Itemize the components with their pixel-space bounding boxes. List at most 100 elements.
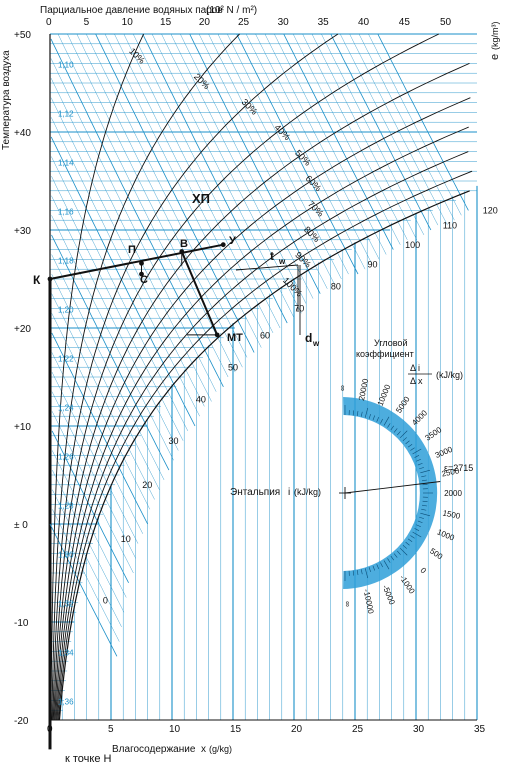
y-tick-label: +50: [14, 30, 31, 41]
top-tick-label: 50: [440, 17, 452, 28]
enthalpy-line: [123, 33, 274, 333]
scale-tick: [380, 562, 383, 568]
epsilon-pointer: [344, 481, 441, 494]
scale-tick: [421, 508, 427, 511]
enthalpy-tick-label: 0: [103, 595, 108, 605]
scale-tick: [421, 479, 428, 482]
scale-tick: [420, 512, 431, 517]
rh-curve-60: [55, 97, 471, 721]
enthalpy-line: [51, 156, 188, 431]
enthalpy-line: [51, 195, 179, 451]
scale-tick: [416, 458, 421, 462]
enthalpy-line: [293, 33, 401, 245]
top-axis-title: Парциальное давление водяных паров: [40, 5, 223, 16]
point-v-label: В: [180, 238, 188, 250]
scale-tick: [412, 531, 422, 538]
enthalpy-tick-label: 110: [443, 220, 457, 230]
enthalpy-line: [51, 215, 174, 461]
point-p-label: П: [128, 244, 136, 256]
density-tick-label: 1,18: [58, 256, 74, 265]
scale-tick: [360, 569, 363, 575]
enthalpy-line: [52, 450, 127, 598]
scale-tick: [421, 504, 428, 507]
scale-label: -5000: [381, 584, 397, 607]
scale-tick: [414, 528, 420, 531]
rh-curve-90: [58, 170, 473, 721]
scale-label: 1500: [442, 508, 462, 520]
angular-formula-numerator: Δ i: [410, 363, 420, 373]
relative-humidity-curves: 10%20%30%40%50%60%70%80%90%100%: [50, 33, 473, 721]
epsilon-label: ε=2715: [444, 463, 473, 473]
enthalpy-line: [50, 78, 212, 402]
enthalpy-line: [170, 33, 307, 304]
scale-label: 500: [428, 546, 445, 561]
scale-label: ∞: [343, 601, 352, 607]
scale-tick: [360, 411, 363, 417]
point-marker: [47, 276, 53, 282]
enthalpy-line: [264, 33, 380, 260]
rh-label: 50%: [293, 148, 313, 168]
rh-label: 20%: [192, 71, 212, 91]
scale-tick: [402, 437, 407, 442]
angular-formula-denominator: Δ x: [410, 376, 423, 386]
angular-coef-line2: коэффициент: [356, 349, 414, 359]
enthalpy-line: [180, 33, 314, 299]
scale-tick: [396, 550, 401, 555]
scale-label: 10000: [376, 383, 393, 408]
enthalpy-line: [377, 33, 469, 211]
enthalpy-tick-label: 80: [331, 282, 341, 292]
enthalpy-tick-label: 30: [169, 436, 179, 446]
y-tick-label: -20: [14, 716, 29, 727]
density-tick-label: 1,20: [58, 305, 74, 314]
density-tick-label: 1,10: [58, 60, 74, 69]
line-k-to-u: [49, 243, 224, 280]
enthalpy-line: [151, 33, 295, 319]
enthalpy-line: [349, 33, 448, 226]
enthalpy-tick-label: 100: [405, 240, 420, 250]
scale-tick: [390, 555, 395, 561]
enthalpy-line: [50, 38, 224, 387]
enthalpy-line: [76, 33, 243, 368]
rh-curve-70: [56, 126, 469, 721]
enthalpy-line: [52, 470, 125, 613]
scale-label: 2000: [444, 489, 462, 498]
enthalpy-line: [51, 332, 148, 525]
scale-label: 5000: [394, 394, 412, 414]
process-lines: [47, 242, 301, 338]
bottom-axis-unit: (g/kg): [209, 744, 232, 754]
enthalpy-line: [368, 33, 462, 216]
enthalpy-line: [51, 254, 165, 480]
enthalpy-line: [51, 313, 150, 510]
point-marker: [214, 332, 220, 338]
scale-tick: [356, 569, 359, 576]
scale-tick: [422, 500, 428, 502]
bottom-axis-title: Влагосодержание: [112, 744, 196, 755]
scale-tick: [352, 410, 354, 416]
enthalpy-line: [142, 33, 288, 324]
scale-tick: [422, 484, 428, 486]
enthalpy-line: [50, 58, 217, 392]
enthalpy-tick-label: 120: [483, 206, 498, 216]
x-tick-label: 35: [474, 724, 486, 735]
point-marker: [139, 271, 144, 277]
scale-label: -10000: [362, 588, 376, 615]
y-tick-label: +20: [14, 324, 31, 335]
enthalpy-tick-label: 90: [367, 260, 377, 270]
scale-label: 3500: [424, 425, 444, 443]
x-tick-label: 30: [413, 724, 425, 735]
enthalpy-line: [321, 33, 425, 235]
top-tick-label: 5: [84, 17, 90, 28]
enthalpy-line: [217, 33, 342, 280]
density-tick-label: 1,26: [58, 452, 74, 461]
rh-curve-20: [51, 33, 240, 721]
x-tick-label: 25: [352, 724, 364, 735]
enthalpy-line: [208, 33, 335, 284]
point-u-label: У: [229, 235, 236, 247]
top-tick-label: 20: [199, 17, 211, 28]
enthalpy-line: [255, 33, 373, 265]
density-tick-label: 1,32: [58, 599, 74, 608]
enthalpy-unit-prefix: i: [288, 487, 290, 498]
enthalpy-lines: [49, 33, 469, 657]
top-tick-label: 0: [46, 17, 52, 28]
